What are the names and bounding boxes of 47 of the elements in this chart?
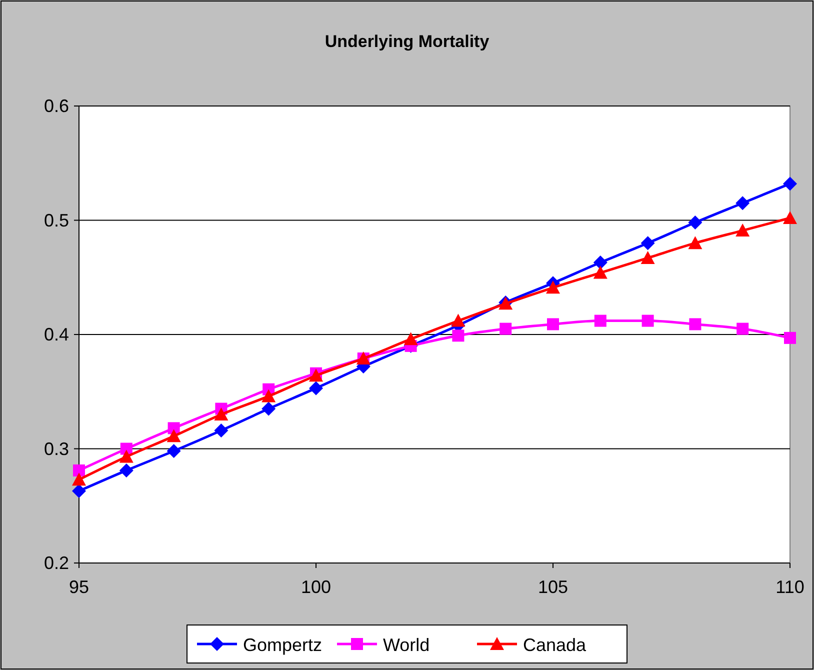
- y-tick-label: 0.2: [44, 553, 69, 573]
- point: [546, 280, 560, 294]
- point: [166, 429, 181, 442]
- y-tick-label: 0.6: [44, 96, 69, 116]
- point: [452, 330, 464, 342]
- x-tick-label: 95: [68, 577, 90, 597]
- point: [166, 444, 181, 458]
- point: [594, 314, 606, 327]
- legend-label: Gompertz: [243, 635, 322, 655]
- point: [783, 210, 797, 224]
- point: [72, 484, 86, 498]
- point: [262, 402, 276, 416]
- point: [72, 472, 86, 486]
- point: [593, 256, 608, 270]
- point: [451, 314, 466, 327]
- chart-title: Underlying Mortality: [324, 32, 490, 51]
- point: [689, 318, 702, 330]
- point: [642, 314, 654, 327]
- point: [309, 381, 323, 396]
- point: [784, 332, 796, 344]
- point: [736, 224, 750, 237]
- point: [214, 423, 228, 438]
- point: [640, 250, 655, 264]
- point: [640, 236, 655, 250]
- point: [688, 216, 702, 230]
- point: [214, 407, 228, 420]
- x-tick-label: 105: [538, 577, 568, 597]
- y-tick-label: 0.5: [44, 210, 69, 230]
- x-tick-label: 100: [300, 577, 332, 597]
- point: [547, 318, 559, 330]
- point: [736, 322, 749, 335]
- point: [736, 196, 750, 210]
- y-tick-label: 0.4: [44, 324, 69, 344]
- x-tick-label: 110: [776, 577, 804, 597]
- point: [73, 464, 85, 476]
- point: [783, 176, 797, 191]
- point: [119, 450, 134, 463]
- point: [593, 266, 608, 279]
- y-tick-label: 0.3: [44, 438, 69, 459]
- point: [688, 236, 702, 250]
- point: [404, 332, 418, 346]
- point: [309, 368, 323, 382]
- point: [500, 322, 512, 335]
- point: [262, 389, 276, 402]
- legend-label: World: [383, 635, 430, 655]
- point: [119, 463, 134, 478]
- legend-label: Canada: [523, 635, 588, 655]
